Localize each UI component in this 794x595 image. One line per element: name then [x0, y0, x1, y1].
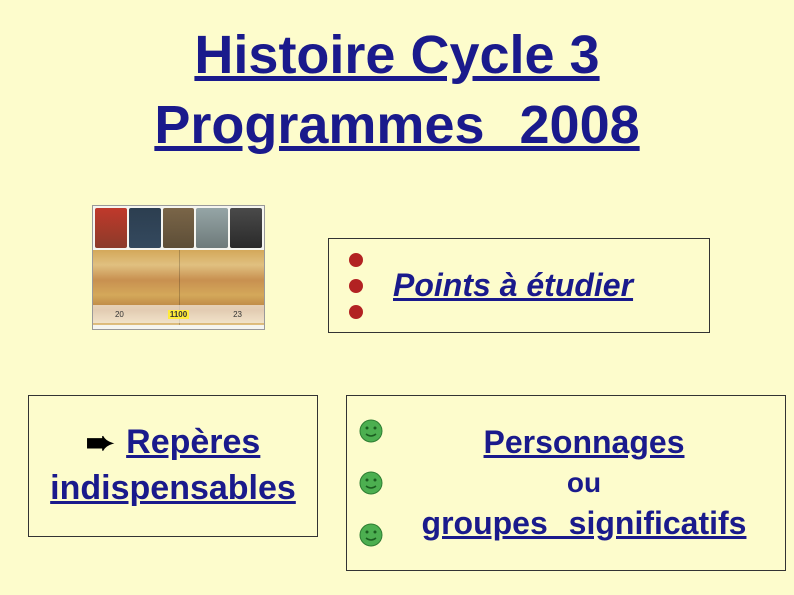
reperes-box: ➨ Repères indispensables [28, 395, 318, 537]
timeline-label-3: 23 [233, 310, 242, 319]
portraits-row [93, 206, 264, 250]
timeline-labels: 20 1100 23 [93, 305, 264, 323]
points-box: Points à étudier [328, 238, 710, 333]
slide-title: Histoire Cycle 3 Programmes 2008 [0, 20, 794, 160]
smiley-icon [359, 471, 383, 495]
portrait-3 [163, 208, 195, 248]
portrait-1 [95, 208, 127, 248]
arrow-icon: ➨ [86, 423, 115, 463]
timeline-label-highlight: 1100 [168, 310, 189, 319]
personnages-line-1: Personnages [393, 421, 775, 464]
title-line-1: Histoire Cycle 3 [0, 20, 794, 90]
smiley-icon [359, 419, 383, 443]
personnages-box: Personnages ou groupes significatifs [346, 395, 786, 571]
personnages-content: Personnages ou groupes significatifs [383, 413, 785, 553]
portrait-5 [230, 208, 262, 248]
smiley-icon [359, 523, 383, 547]
reperes-line-1: ➨ Repères [86, 420, 261, 466]
smileys-column [347, 419, 383, 547]
title-line-2: Programmes 2008 [0, 90, 794, 160]
personnages-line-2: ou [393, 464, 775, 502]
timeline-label-1: 20 [115, 310, 124, 319]
portrait-2 [129, 208, 161, 248]
timeline-strip: 20 1100 23 [93, 250, 264, 325]
points-text: Points à étudier [393, 267, 633, 304]
timeline-illustration: 20 1100 23 [92, 205, 265, 330]
reperes-word-1: Repères [126, 420, 260, 466]
bullets-column [329, 253, 363, 319]
bullet-icon [349, 253, 363, 267]
portrait-4 [196, 208, 228, 248]
personnages-line-3: groupes significatifs [393, 502, 775, 545]
reperes-word-2: indispensables [50, 466, 296, 512]
bullet-icon [349, 279, 363, 293]
bullet-icon [349, 305, 363, 319]
